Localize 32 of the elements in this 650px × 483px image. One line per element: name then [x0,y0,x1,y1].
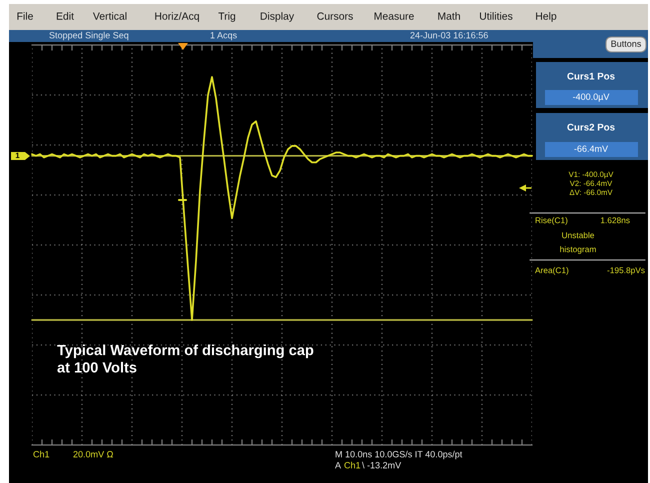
text: Curs1 Pos [567,72,615,80]
text: 1 Acqs [210,32,237,40]
text: Vertical [92,12,126,20]
text: Cursors [317,12,353,20]
text: Ch1 [33,450,50,458]
text: Edit [56,12,74,20]
text: M 10.0ns 10.0GS/s IT 40.0ps/pt [336,450,462,460]
text: Stopped Single Seq [49,32,128,40]
text: 24-Jun-03 16:16:56 [410,32,488,38]
text: -66.4mV [574,146,608,152]
text: Trig [218,12,236,22]
text: Horiz/Acq [155,12,199,22]
text: File [17,12,33,20]
text: 20.0mV Ω [73,451,113,458]
text: Buttons [611,40,641,47]
text: -400.0µV [572,94,610,102]
text: Display [260,12,294,22]
text: 1.628ns [600,217,630,224]
text: Unstable [562,232,594,238]
text: Area(C1) [535,267,568,275]
text: histogram [560,246,596,254]
text: Utilities [480,12,512,20]
text: Math [438,12,460,20]
text: Typical Waveform of discharging cap at 100 Volts [57,344,314,373]
text: Measure [374,12,414,20]
text: -195.8pVs [607,267,645,275]
text: A [335,462,342,468]
text: Ch1 [344,462,360,468]
text: Help [536,12,556,22]
text: \ -13.2mV [362,462,402,468]
text: Curs2 Pos [567,124,615,131]
text: Rise(C1) [536,217,568,225]
